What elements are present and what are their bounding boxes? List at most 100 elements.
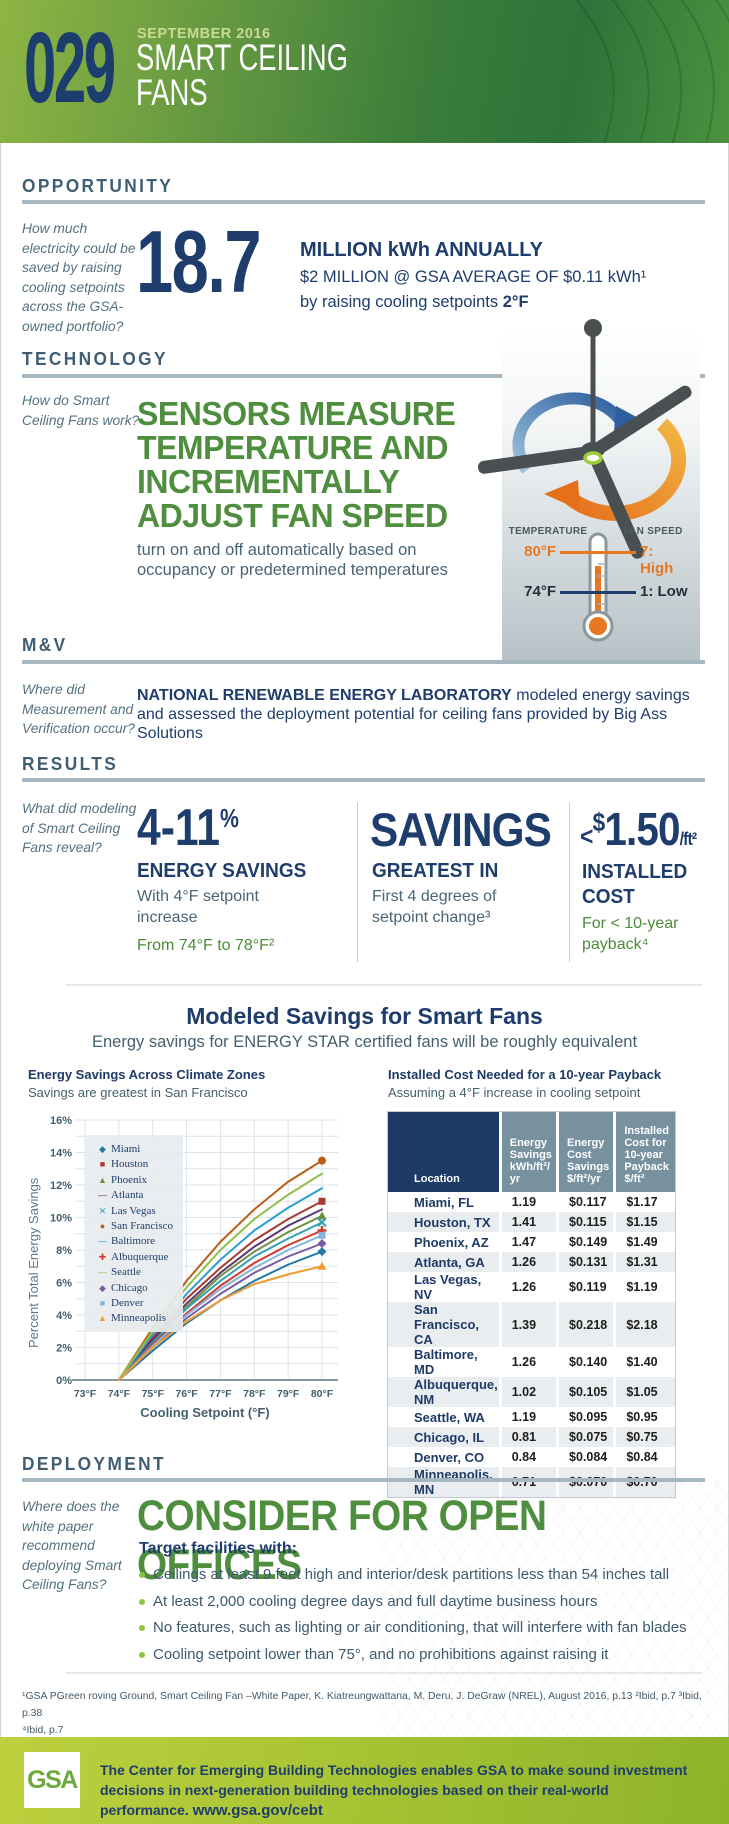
legend-marker-icon: ✚	[98, 1251, 107, 1262]
footer-text-body: The Center for Emerging Building Technol…	[100, 1762, 688, 1818]
footer-link[interactable]: www.gsa.gov/cebt	[192, 1802, 323, 1819]
table-row: Baltimore, MD 1.26 $0.140 $1.40	[388, 1347, 675, 1377]
cell-location: Phoenix, AZ	[388, 1232, 501, 1252]
legend-marker-icon: ●	[99, 1221, 106, 1232]
deployment-headline: CONSIDER FOR OPEN OFFICES	[137, 1492, 547, 1589]
legend-label: Chicago	[111, 1281, 148, 1294]
cell-installed-cost: $1.31	[613, 1252, 675, 1272]
header-curve-decoration	[575, 0, 729, 143]
legend-item: ● San Francisco	[94, 1218, 173, 1233]
stat3-unit: /ft²	[679, 829, 698, 849]
legend-marker-icon: —	[98, 1267, 107, 1278]
legend-marker-icon: ▲	[98, 1174, 107, 1185]
page-footer	[0, 1737, 729, 1824]
legend-marker-icon: ▲	[98, 1313, 107, 1324]
results-question: What did modeling of Smart Ceiling Fans …	[22, 801, 137, 855]
payback-table: Location Energy Savings kWh/ft²/ yr Ener…	[387, 1111, 676, 1498]
cell-energy-savings: 1.39	[498, 1302, 558, 1347]
bullet-text: Ceilings at least 9 feet high and interi…	[153, 1566, 670, 1583]
footer-text: The Center for Emerging Building Technol…	[100, 1760, 700, 1821]
list-item: Cooling setpoint lower than 75°, and no …	[139, 1642, 709, 1669]
gsa-logo: GSA	[24, 1752, 80, 1808]
svg-text:2%: 2%	[56, 1343, 72, 1355]
issue-date: SEPTEMBER 2016	[137, 26, 271, 42]
footnote-line1: ¹GSA PGreen roving Ground, Smart Ceiling…	[22, 1691, 702, 1719]
mv-body: NATIONAL RENEWABLE ENERGY LABORATORY mod…	[137, 687, 702, 743]
footnote-line2: ⁴Ibid, p.7	[22, 1725, 64, 1736]
table-row: Seattle, WA 1.19 $0.095 $0.95	[388, 1407, 675, 1427]
technology-headline: SENSORS MEASURE TEMPERATURE AND INCREMENTA…	[137, 397, 456, 533]
page-title: SMART CEILING FANS	[136, 37, 348, 113]
col-header-energy-savings: Energy Savings kWh/ft²/ yr	[498, 1112, 558, 1192]
opportunity-stat-text: MILLION kWh ANNUALLY $2 MILLION @ GSA AV…	[300, 239, 710, 312]
table-row: Albuquerque, NM 1.02 $0.105 $1.05	[388, 1377, 675, 1407]
cell-cost-savings: $0.119	[556, 1272, 615, 1302]
stat3-less-than: <	[580, 821, 593, 851]
table-title: Installed Cost Needed for a 10-year Payb…	[388, 1067, 662, 1082]
cell-energy-savings: 1.19	[498, 1192, 558, 1212]
svg-text:0%: 0%	[56, 1375, 72, 1387]
table-row: Miami, FL 1.19 $0.117 $1.17	[388, 1192, 675, 1212]
mv-body-bold: NATIONAL RENEWABLE ENERGY LABORATORY	[137, 687, 512, 704]
cell-cost-savings: $0.075	[556, 1427, 615, 1447]
high-speed-value: 7: High	[640, 543, 674, 577]
low-temp-value: 74°F	[524, 583, 556, 600]
legend-label: Minneapolis	[111, 1312, 166, 1325]
stat1-label: ENERGY SAVINGS	[137, 860, 307, 882]
cell-installed-cost: $1.49	[613, 1232, 675, 1252]
background-watermark	[380, 1480, 729, 1737]
section-divider	[22, 778, 705, 782]
cell-location: Houston, TX	[388, 1212, 501, 1232]
legend-label: Miami	[111, 1143, 141, 1155]
bullet-text: No features, such as lighting or air con…	[153, 1619, 687, 1636]
rotation-arrow-orange-head	[544, 480, 580, 510]
technology-headline-line: INCREMENTALLY	[137, 463, 400, 500]
rotation-arrow-blue-head	[614, 406, 642, 432]
stat-divider	[569, 802, 570, 962]
cell-installed-cost: $1.15	[613, 1212, 675, 1232]
cell-installed-cost: $1.05	[613, 1377, 675, 1407]
cell-location: Miami, FL	[388, 1192, 501, 1212]
bullet-icon	[139, 1625, 145, 1631]
cell-cost-savings: $0.117	[556, 1192, 615, 1212]
rotation-arrow-orange	[562, 418, 687, 521]
fan-speed-label: FAN SPEED	[623, 526, 683, 537]
stat2-detail: First 4 degrees of setpoint change³	[372, 888, 497, 926]
cell-location: Denver, CO	[388, 1447, 501, 1467]
chart-legend: ◆ Miami ■ Houston ▲ Phoenix — Atlanta ✕ Las Vegas…	[86, 1135, 184, 1332]
opportunity-stat-value: 18.7	[136, 212, 262, 311]
legend-item: ▲ Minneapolis	[94, 1310, 173, 1325]
low-speed-value: 1: Low	[640, 583, 688, 600]
legend-item: ✕ Las Vegas	[94, 1203, 173, 1218]
table-row: Phoenix, AZ 1.47 $0.149 $1.49	[388, 1232, 675, 1252]
stat2-value: SAVINGS	[370, 803, 552, 856]
cell-cost-savings: $0.095	[556, 1407, 615, 1427]
stat3-value-main: 1.50	[604, 803, 680, 855]
bullet-icon	[139, 1651, 145, 1658]
deployment-question: Where does the white paper recommend dep…	[22, 1499, 122, 1592]
cell-energy-savings: 1.41	[498, 1212, 558, 1232]
deployment-bullets: Ceilings at least 9 feet high and interi…	[139, 1562, 709, 1668]
fan-hub-ring	[583, 451, 603, 465]
bullet-icon	[139, 1598, 145, 1605]
cell-cost-savings: $0.084	[556, 1447, 615, 1467]
mv-body-rest: modeled energy savings and assessed the …	[137, 687, 690, 742]
legend-marker-icon: ◆	[99, 1282, 106, 1293]
legend-item: — Baltimore	[94, 1233, 173, 1248]
opportunity-stat-sub2: by raising cooling setpoints 2°F	[300, 293, 710, 312]
cell-installed-cost: $0.95	[613, 1407, 675, 1427]
stat-divider	[357, 802, 358, 962]
legend-marker-icon: —	[98, 1236, 107, 1247]
page-title-line2: FANS	[136, 72, 208, 113]
line-chart: 0% 2% 4% 6% 8% 10% 12% 14% 16% 73°F 74°F 75°F 76°F 77…	[28, 1100, 348, 1422]
thermometer-icon	[582, 532, 614, 642]
page-title-line1: SMART CEILING	[136, 37, 348, 78]
legend-item: ▲ Phoenix	[94, 1172, 173, 1187]
svg-text:75°F: 75°F	[142, 1388, 165, 1400]
section-divider	[22, 660, 705, 664]
legend-item: — Atlanta	[94, 1187, 173, 1202]
stat3-currency: $	[592, 807, 605, 837]
issue-number: 029	[24, 12, 116, 124]
svg-text:Cooling Setpoint (°F): Cooling Setpoint (°F)	[140, 1405, 269, 1420]
high-temp-value: 80°F	[524, 543, 556, 560]
